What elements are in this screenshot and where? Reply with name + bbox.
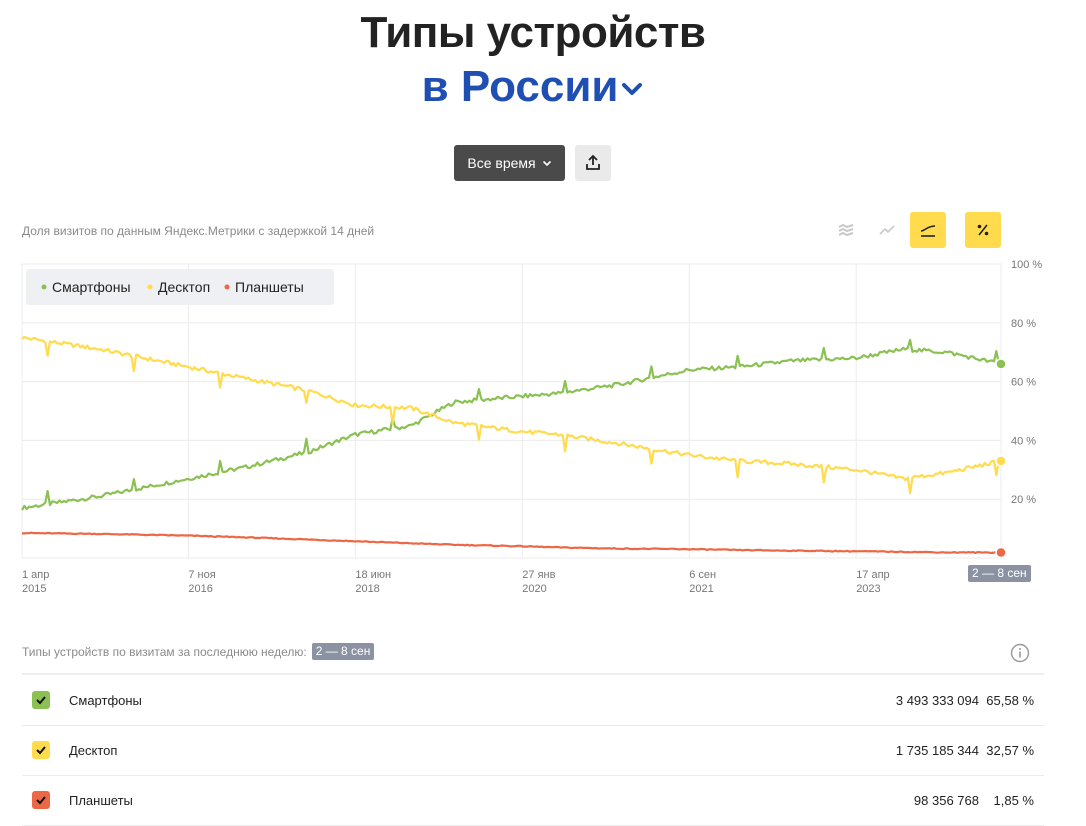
series-line-0: [21, 338, 1002, 511]
region-selector[interactable]: в России: [0, 62, 1066, 112]
series-checkbox[interactable]: [32, 691, 50, 709]
period-label: Все время: [467, 155, 536, 171]
checkmark-icon: [36, 796, 46, 805]
series-line-2: [22, 531, 1002, 555]
y-tick-label: 100 %: [1011, 259, 1042, 271]
line-chart-icon: [879, 225, 895, 235]
summary-period-badge: 2 — 8 сен: [311, 643, 375, 660]
series-checkbox[interactable]: [32, 791, 50, 809]
x-tick-year: 2021: [689, 583, 713, 595]
share-icon: [586, 154, 600, 170]
line-view-button[interactable]: [869, 212, 905, 248]
y-tick-label: 40 %: [1011, 435, 1036, 447]
chevron-down-icon: [542, 160, 551, 167]
visits-share: 65,58 %: [986, 692, 1034, 708]
region-label: в России: [421, 62, 619, 111]
x-tick-year: 2016: [188, 583, 212, 595]
export-button[interactable]: [575, 145, 611, 181]
legend-item: Планшеты: [235, 279, 304, 295]
percent-view-button[interactable]: [965, 212, 1001, 248]
table-row: Планшеты 98 356 768 1,85 %: [22, 775, 1044, 826]
table-row: Смартфоны 3 493 333 094 65,58 %: [22, 675, 1044, 726]
legend-box: [26, 269, 334, 305]
visits-count: 1 735 185 344: [895, 742, 979, 758]
device-name: Десктоп: [69, 742, 118, 758]
x-tick-label: 1 апр: [22, 569, 49, 581]
x-tick-year: 2018: [355, 583, 379, 595]
info-icon[interactable]: [1010, 643, 1030, 663]
visits-share: 32,57 %: [986, 742, 1034, 758]
x-tick-label: 18 июн: [355, 569, 391, 581]
x-tick-label: 27 янв: [522, 569, 555, 581]
series-endpoint-1: [995, 455, 1007, 467]
percent-icon: [977, 224, 989, 236]
x-tick-year: 2023: [856, 583, 880, 595]
x-tick-label: 17 апр: [856, 569, 889, 581]
checkmark-icon: [36, 746, 46, 755]
legend-item: Десктоп: [158, 279, 210, 295]
series-line-1: [21, 335, 1002, 495]
summary-caption: Типы устройств по визитам за последнюю н…: [22, 643, 375, 660]
x-tick-label: 6 сен: [689, 569, 716, 581]
smooth-view-button[interactable]: [910, 212, 946, 248]
y-tick-label: 80 %: [1011, 318, 1036, 330]
x-tick-year: 2020: [522, 583, 546, 595]
device-name: Планшеты: [69, 792, 133, 808]
device-share-chart[interactable]: 100 % 80 % 60 % 40 % 20 % 1 апр 2015 7 ноя 2016 1…: [0, 255, 1066, 600]
smooth-line-icon: [920, 225, 936, 237]
series-checkbox[interactable]: [32, 741, 50, 759]
x-tick-year: 2015: [22, 583, 46, 595]
visits-count: 98 356 768: [913, 792, 979, 808]
series-endpoint-2: [995, 546, 1007, 559]
legend-marker: [41, 284, 47, 290]
series-endpoint-0: [995, 358, 1007, 370]
device-name: Смартфоны: [69, 692, 142, 708]
page-title: Типы устройств: [360, 8, 706, 57]
legend-item: Смартфоны: [52, 279, 131, 295]
y-tick-label: 20 %: [1011, 494, 1036, 506]
table-row: Десктоп 1 735 185 344 32,57 %: [22, 725, 1044, 776]
summary-caption-text: Типы устройств по визитам за последнюю н…: [22, 644, 307, 659]
x-tick-label: 7 ноя: [188, 569, 215, 581]
stacked-view-button[interactable]: [828, 212, 864, 248]
visits-count: 3 493 333 094: [895, 692, 979, 708]
legend-marker: [224, 284, 230, 290]
checkmark-icon: [36, 696, 46, 705]
table-divider: [22, 673, 1044, 675]
period-dropdown[interactable]: Все время: [454, 145, 565, 181]
plot-frame: [21, 263, 1002, 559]
stacked-area-icon: [838, 223, 854, 237]
last-week-badge: 2 — 8 сен: [968, 565, 1031, 582]
y-tick-label: 60 %: [1011, 377, 1036, 389]
chart-note: Доля визитов по данным Яндекс.Метрики с …: [22, 224, 375, 238]
legend-marker: [147, 284, 153, 290]
chevron-down-icon: [622, 83, 643, 96]
visits-share: 1,85 %: [993, 792, 1034, 808]
